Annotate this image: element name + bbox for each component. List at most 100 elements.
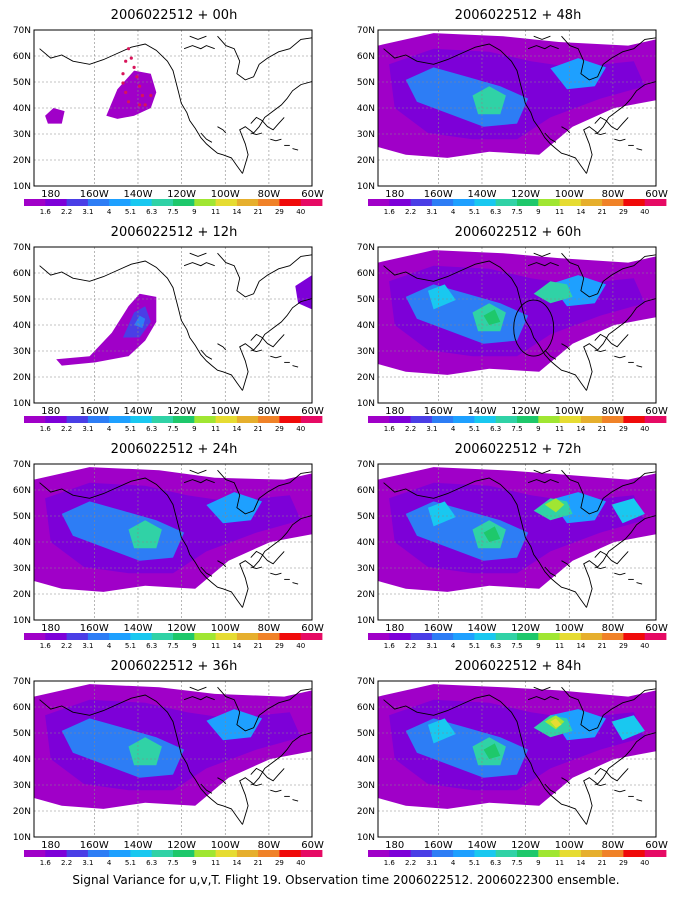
lon-label: 140W [468,406,497,417]
colorbar-label: 14 [576,208,585,216]
colorbar-swatch [368,850,390,857]
coastlines [383,686,656,825]
graticule [378,681,656,837]
colorbar-swatch [279,416,302,423]
lon-label: 100W [211,189,240,200]
track-point [140,93,144,98]
coastline [189,686,207,691]
colorbar-label: 40 [640,859,649,867]
coastline [583,81,656,174]
lon-label: 160W [424,406,453,417]
colorbar-swatch [173,416,195,423]
coastline [217,560,227,568]
colorbar-label: 21 [254,642,263,650]
coastline [533,35,551,40]
colorbar-swatch [279,850,302,857]
coastline [614,355,626,359]
colorbar-label: 6.3 [146,208,157,216]
lon-label: 100W [211,840,240,851]
colorbar-swatch [389,633,411,640]
lat-label: 70N [13,460,31,470]
colorbar-label: 1.6 [40,208,52,216]
colorbar-label: 9 [536,859,540,867]
colorbar-swatch [453,199,475,206]
colorbar-swatch [66,633,89,640]
lon-label: 160W [424,623,453,634]
lat-label: 60N [357,269,375,279]
colorbar-swatch [24,633,46,640]
lon-label: 120W [167,623,196,634]
coastline [270,138,282,142]
colorbar-swatch [623,416,646,423]
colorbar-swatch [215,416,238,423]
coastline [527,696,559,701]
track-point [138,84,142,88]
lat-label: 20N [357,156,375,166]
coastline [217,777,227,785]
coastline [636,799,643,802]
map-svg: 70N 60N 50N 40N 30N 20N 10N 180 160W 140W 120W 100W… [357,677,668,867]
colorbar-swatch [194,633,216,640]
colorbar-swatch [45,633,67,640]
lat-label: 20N [357,373,375,383]
coastline [217,469,312,515]
track-point [126,100,131,104]
lat-label: 10N [357,399,375,409]
lon-label: 60W [645,406,668,417]
coastline [594,767,629,782]
colorbar-label: 9 [536,425,540,433]
lon-label: 180 [41,406,60,417]
map-svg: 70N 60N 50N 40N 30N 20N 10N 180 160W 140W 120W 100W… [13,243,324,433]
lon-label: 100W [555,189,584,200]
colorbar-label: 14 [576,859,585,867]
coastline [594,116,629,131]
coastline [239,515,312,608]
colorbar-label: 5.1 [469,859,480,867]
map-panel-72h: 2006022512 + 72h 70N 60N 50N 40N 30N 20N 10N 18… [348,442,688,659]
coastline [636,365,643,368]
lon-label: 120W [511,840,540,851]
lat-label: 30N [357,347,375,357]
coastline [250,333,285,348]
lat-label: 70N [357,460,375,470]
track-point [121,81,125,85]
variance-shading [483,526,501,542]
lon-label: 80W [258,406,281,417]
map-panel-84h: 2006022512 + 84h 70N 60N 50N 40N 30N 20N 10N 18… [348,659,688,876]
colorbar-swatch [194,199,216,206]
colorbar-label: 1.6 [384,208,396,216]
lat-label: 40N [357,321,375,331]
map-svg: 70N 60N 50N 40N 30N 20N 10N 180 160W 140W 120W 100W… [13,26,324,216]
colorbar-label: 2.2 [61,642,72,650]
variance-shading [550,718,562,728]
lat-label: 40N [13,104,31,114]
variance-shading [611,498,645,524]
colorbar-label: 2.2 [61,208,72,216]
map-frame [33,29,313,187]
coastline [594,783,607,786]
coastline [200,132,213,143]
lat-label: 10N [357,833,375,843]
colorbar: 1.6 2.2 3.1 4 5.1 6.3 7.5 9 11 14 21 29 40 [24,850,323,867]
graticule [378,464,656,620]
colorbar-label: 7.5 [511,208,522,216]
colorbar-label: 29 [275,425,284,433]
variance-shading [128,520,162,549]
lat-label: 40N [357,538,375,548]
colorbar-swatch [602,199,624,206]
lon-label: 160W [424,840,453,851]
colorbar-label: 6.3 [490,425,501,433]
coastlines [39,686,312,825]
coastline [561,469,656,515]
colorbar-label: 11 [555,859,564,867]
colorbar-label: 7.5 [167,642,178,650]
colorbar-label: 29 [275,859,284,867]
colorbar-swatch [151,199,174,206]
coastline [217,252,312,298]
colorbar-swatch [368,199,390,206]
coastline [39,694,243,825]
figure-caption: Signal Variance for u,v,T. Flight 19. Ob… [72,873,620,887]
colorbar-swatch [580,850,603,857]
colorbar-swatch [300,633,323,640]
coastline [383,43,587,174]
